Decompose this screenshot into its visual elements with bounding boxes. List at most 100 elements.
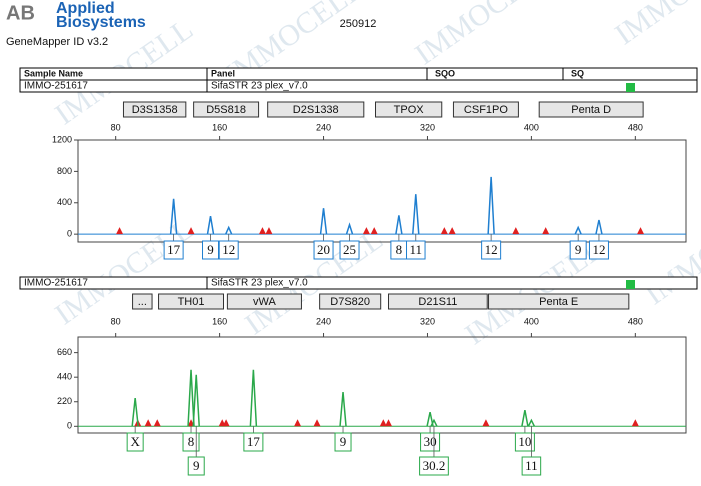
locus-bin: [452, 101, 519, 118]
allele-label: 20: [317, 242, 330, 257]
locus-bin: [122, 101, 187, 118]
peak: [595, 219, 603, 235]
locus-bin: [319, 293, 382, 310]
allele-box: [406, 240, 426, 260]
locus-bin: [158, 293, 225, 310]
peak: [192, 374, 200, 427]
table-row: [19, 276, 698, 290]
sample-name: IMMO-251617: [24, 278, 88, 289]
size-standard-peak: [153, 419, 161, 427]
x-tick-label: 400: [524, 122, 539, 132]
logo-mark: AB: [6, 2, 35, 24]
allele-label: 11: [525, 458, 538, 473]
allele-box: [163, 240, 184, 260]
peak: [319, 208, 328, 235]
allele-label: 9: [193, 458, 200, 473]
locus-name: CSF1PO: [464, 104, 508, 116]
size-standard-peak: [187, 227, 195, 235]
locus-name: D5S818: [206, 104, 246, 116]
locus-name: TH01: [178, 296, 205, 308]
peak: [169, 198, 178, 235]
locus-bin: [193, 101, 260, 118]
panel-name: SifaSTR 23 plex_v7.0: [211, 81, 308, 92]
logo-top: Applied: [56, 0, 115, 17]
size-standard-peak: [512, 227, 520, 235]
size-standard-peak: [370, 227, 378, 235]
panel-name: SifaSTR 23 plex_v7.0: [211, 278, 308, 289]
run-id: 250912: [340, 18, 377, 30]
allele-label: 17: [167, 242, 181, 257]
locus-name: ...: [138, 296, 147, 308]
allele-box: [243, 432, 264, 452]
column-header: SQO: [435, 68, 455, 78]
locus-name: TPOX: [394, 104, 425, 116]
peak: [574, 225, 582, 235]
peak: [521, 409, 529, 427]
allele-label: 8: [188, 434, 195, 449]
size-standard-peak: [116, 227, 124, 235]
watermark: IMMOCELL: [409, 0, 559, 71]
allele-box: [313, 240, 334, 260]
peak: [339, 391, 347, 427]
allele-box: [569, 240, 587, 260]
peak: [345, 222, 354, 235]
software-name: GeneMapper ID v3.2: [6, 36, 108, 48]
size-standard-peak: [313, 419, 321, 427]
x-tick-label: 160: [212, 122, 227, 132]
allele-label: 8: [396, 242, 403, 257]
allele-box: [419, 456, 449, 476]
allele-label: 12: [222, 242, 235, 257]
y-tick-label: 220: [57, 396, 72, 406]
plot-frame: [77, 336, 687, 434]
size-standard-peak: [362, 227, 370, 235]
allele-box: [202, 240, 220, 260]
size-standard-peak: [144, 419, 152, 427]
allele-box: [126, 432, 144, 452]
locus-bin: [375, 101, 443, 118]
allele-box: [481, 240, 502, 260]
y-tick-label: 1200: [52, 134, 72, 144]
peak: [249, 369, 258, 427]
size-standard-peak: [222, 419, 230, 427]
locus-bin: [132, 293, 153, 310]
peak: [187, 369, 195, 427]
locus-name: Penta E: [539, 296, 578, 308]
x-tick-label: 320: [420, 122, 435, 132]
sample-name: IMMO-251617: [24, 81, 88, 92]
locus-name: Penta D: [571, 104, 611, 116]
locus-name: vWA: [253, 296, 276, 308]
size-standard-peak: [440, 227, 448, 235]
allele-box: [420, 432, 441, 452]
logo-bottom: Biosystems: [56, 14, 146, 31]
allele-box: [339, 240, 360, 260]
locus-bin: [488, 293, 630, 310]
allele-box: [187, 456, 205, 476]
allele-label: 9: [207, 242, 214, 257]
allele-label: 17: [247, 434, 261, 449]
size-standard-peak: [294, 419, 302, 427]
table-row: [19, 79, 698, 93]
x-tick-label: 480: [628, 122, 643, 132]
locus-name: D21S11: [418, 296, 457, 308]
plot-frame: [77, 139, 687, 243]
size-standard-peak: [448, 227, 456, 235]
column-header: Panel: [211, 68, 235, 78]
allele-label: 25: [343, 242, 356, 257]
peak: [131, 397, 139, 427]
x-tick-label: 160: [212, 316, 227, 326]
allele-label: 9: [575, 242, 582, 257]
allele-label: 30: [424, 434, 437, 449]
y-tick-label: 660: [57, 347, 72, 357]
allele-box: [334, 432, 352, 452]
peak: [412, 194, 420, 235]
peak: [206, 215, 215, 235]
size-standard-peak: [258, 227, 266, 235]
allele-box: [218, 240, 239, 260]
size-standard-peak: [637, 227, 645, 235]
quality-flag: [626, 280, 635, 289]
allele-label: X: [130, 434, 140, 449]
table-header: [19, 67, 698, 81]
locus-name: D3S1358: [132, 104, 178, 116]
allele-box: [182, 432, 200, 452]
